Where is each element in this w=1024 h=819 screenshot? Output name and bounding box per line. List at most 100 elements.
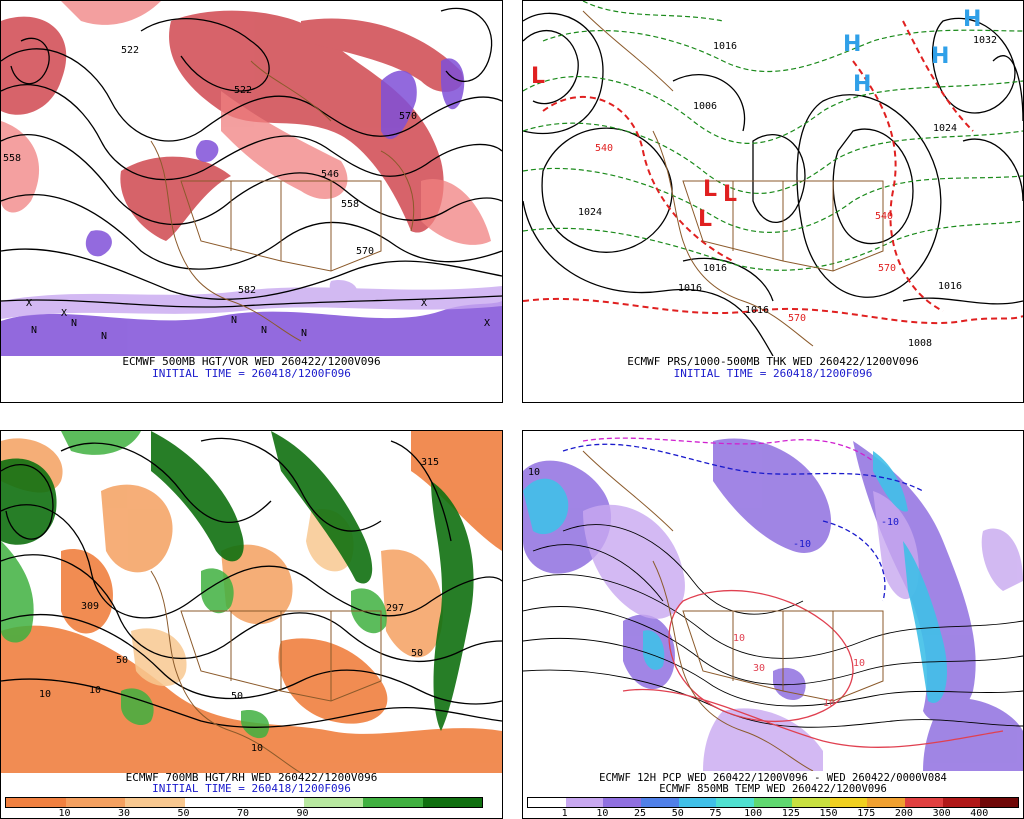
- initial-time: INITIAL TIME = 260418/1200F096: [152, 367, 351, 380]
- contour-label: 582: [238, 285, 256, 296]
- map-pressure-thickness: 1016 1006 1024 1016 1016 1016 1024 1032 …: [523, 1, 1023, 356]
- colorbar-segment: [422, 798, 482, 807]
- panel-700mb-rh: 309 315 297 10 10 50 50 50 10 ECMWF 700M…: [0, 430, 503, 819]
- colorbar-label: 100: [744, 808, 763, 819]
- colorbar-label: 1: [561, 808, 568, 819]
- min-symbol: N: [231, 315, 237, 326]
- rh-colorbar: [5, 797, 483, 808]
- colorbar-segment: [363, 798, 423, 807]
- isobar-label: 570: [788, 313, 806, 324]
- temp-label: 10: [528, 467, 540, 478]
- contour-label: 50: [411, 648, 423, 659]
- contour-label: 10: [39, 689, 51, 700]
- map-700mb-rh: 309 315 297 10 10 50 50 50 10: [1, 431, 502, 773]
- isobar-label: 1024: [933, 123, 957, 134]
- max-symbol: X: [26, 298, 32, 309]
- colorbar-label: 90: [296, 808, 309, 819]
- initial-time: INITIAL TIME = 260418/1200F096: [673, 367, 873, 380]
- max-symbol: X: [421, 298, 427, 309]
- temp-label: -10: [793, 539, 811, 550]
- colorbar-segment: [125, 798, 185, 807]
- panel-title: ECMWF 12H PCP WED 260422/1200V096 - WED …: [599, 772, 947, 784]
- rh-colorbar-labels: 10 30 50 70 90: [5, 808, 481, 818]
- min-symbol: N: [301, 328, 307, 339]
- min-symbol: N: [31, 325, 37, 336]
- colorbar-segment: [565, 798, 604, 807]
- isobar-label: 1008: [908, 338, 932, 349]
- colorbar-segment: [867, 798, 905, 807]
- colorbar-segment: [528, 798, 566, 807]
- colorbar-label: 150: [819, 808, 838, 819]
- temp-label: 10: [733, 633, 745, 644]
- contour-label: 297: [386, 603, 404, 614]
- isobar-label: 1016: [703, 263, 727, 274]
- colorbar-segment: [303, 798, 363, 807]
- contour-label: 570: [356, 246, 374, 257]
- contour-label: 10: [89, 685, 101, 696]
- max-symbol: X: [484, 318, 490, 329]
- isobar-label: 1006: [693, 101, 717, 112]
- contour-label: 50: [116, 655, 128, 666]
- colorbar-segment: [65, 798, 125, 807]
- colorbar-label: 400: [970, 808, 989, 819]
- high-symbol: H: [853, 72, 871, 97]
- colorbar-label: 10: [58, 808, 71, 819]
- colorbar-segment: [904, 798, 943, 807]
- colorbar-segment: [6, 798, 66, 807]
- low-symbol: L: [531, 64, 545, 89]
- colorbar-label: 30: [117, 808, 131, 819]
- temp-label: 10: [853, 658, 865, 669]
- panel-pressure-thickness: 1016 1006 1024 1016 1016 1016 1024 1032 …: [522, 0, 1024, 403]
- high-symbol: H: [963, 7, 981, 32]
- colorbar-label: 10: [596, 808, 609, 819]
- colorbar-segment: [754, 798, 792, 807]
- colorbar-segment: [641, 798, 679, 807]
- map-precip-850temp: 10 -10 10 10 -10 10 30: [523, 431, 1023, 771]
- contour-label: 315: [421, 457, 439, 468]
- panel-500mb-vorticity: 522 522 546 558 570 570 582 558 N N N N …: [0, 0, 503, 403]
- low-symbol: L: [703, 177, 717, 202]
- panel-title: ECMWF 500MB HGT/VOR WED 260422/1200V096: [122, 355, 381, 368]
- isobar-label: 1032: [973, 35, 997, 46]
- precip-colorbar: [527, 797, 1019, 808]
- panel-title: ECMWF 700MB HGT/RH WED 260422/1200V096: [125, 771, 378, 784]
- high-symbol: H: [843, 32, 861, 57]
- contour-label: 309: [81, 601, 99, 612]
- initial-time: INITIAL TIME = 260418/1200F096: [152, 782, 351, 795]
- temp-label: -10: [881, 517, 899, 528]
- colorbar-label: 25: [634, 808, 647, 819]
- colorbar-label: 70: [236, 808, 250, 819]
- max-symbol: X: [61, 308, 67, 319]
- colorbar-segment: [244, 798, 304, 807]
- panel-title: ECMWF PRS/1000-500MB THK WED 260422/1200…: [627, 355, 919, 368]
- isobar-label: 1024: [578, 207, 602, 218]
- colorbar-label: 200: [894, 808, 913, 819]
- temp-label: 30: [753, 663, 765, 674]
- min-symbol: N: [71, 318, 77, 329]
- colorbar-segment: [942, 798, 981, 807]
- contour-label: 522: [121, 45, 139, 56]
- low-symbol: L: [723, 182, 737, 207]
- isobar-label: 1016: [678, 283, 702, 294]
- temp-label: 10: [823, 698, 835, 709]
- colorbar-segment: [980, 798, 1018, 807]
- panel-subtitle: ECMWF 850MB TEMP WED 260422/1200V096: [659, 783, 887, 795]
- isobar-label: 1016: [713, 41, 737, 52]
- colorbar-label: 75: [709, 808, 722, 819]
- colorbar-segment: [829, 798, 868, 807]
- contour-label: 570: [399, 111, 417, 122]
- map-500mb-vorticity: 522 522 546 558 570 570 582 558 N N N N …: [1, 1, 502, 356]
- colorbar-segment: [791, 798, 830, 807]
- contour-label: 50: [231, 691, 243, 702]
- min-symbol: N: [261, 325, 267, 336]
- colorbar-segment: [716, 798, 755, 807]
- isobar-label: 540: [875, 211, 893, 222]
- isobar-label: 1016: [938, 281, 962, 292]
- contour-label: 546: [321, 169, 339, 180]
- precip-colorbar-labels: 1 10 25 50 75 100 125 150 175 200 300 400: [527, 808, 1017, 818]
- min-symbol: N: [101, 331, 107, 342]
- isobar-label: 540: [595, 143, 613, 154]
- colorbar-label: 300: [932, 808, 951, 819]
- colorbar-segment: [184, 798, 244, 807]
- isobar-label: 570: [878, 263, 896, 274]
